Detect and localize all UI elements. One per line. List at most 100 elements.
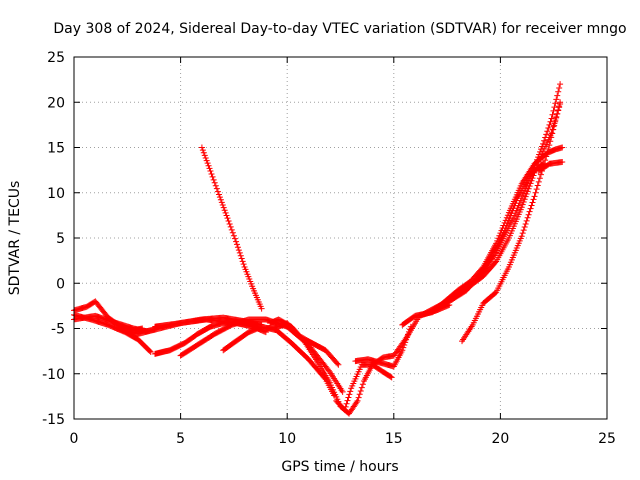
data-point (346, 391, 353, 398)
data-point (222, 209, 229, 216)
x-tick-label: 15 (385, 431, 403, 447)
data-point (355, 394, 362, 401)
data-point (343, 400, 350, 407)
axis-ticks: 0 5 10 15 20 25 -15 -10 -5 0 5 10 15 20 25 (42, 50, 616, 447)
data-point (528, 172, 535, 179)
data-point (211, 179, 218, 186)
data-point (545, 146, 552, 153)
data-point (221, 207, 228, 214)
data-point (407, 323, 414, 330)
data-point (559, 158, 566, 165)
data-point (213, 185, 220, 192)
data-point (347, 388, 354, 395)
data-point (204, 160, 211, 167)
data-point (201, 152, 208, 159)
data-point (550, 107, 557, 114)
data-point (538, 168, 545, 175)
data-point (548, 115, 555, 122)
data-point (556, 103, 563, 110)
data-point (546, 142, 553, 149)
data-point (325, 367, 332, 374)
data-point (559, 144, 566, 151)
data-point (555, 88, 562, 95)
data-point (357, 387, 364, 394)
data-point (548, 134, 555, 141)
y-tick-label: -5 (51, 322, 65, 338)
y-tick-label: 25 (47, 50, 65, 66)
data-point (521, 224, 528, 231)
data-point (212, 182, 219, 189)
data-point (229, 229, 236, 236)
y-tick-label: -10 (42, 367, 65, 383)
data-point (220, 204, 227, 211)
data-point (536, 175, 543, 182)
data-point (238, 255, 245, 262)
data-point (502, 217, 509, 224)
data-point (216, 194, 223, 201)
data-point (402, 339, 409, 346)
data-point (492, 259, 499, 266)
data-point (549, 130, 556, 137)
data-point (527, 175, 534, 182)
data-point (199, 147, 206, 154)
data-point (545, 125, 552, 132)
data-point (543, 131, 550, 138)
data-point (533, 186, 540, 193)
data-point (538, 146, 545, 153)
data-point (523, 217, 530, 224)
data-point (209, 173, 216, 180)
y-tick-label: 10 (47, 186, 65, 202)
data-point (399, 347, 406, 354)
data-point (223, 212, 230, 219)
data-point (499, 225, 506, 232)
data-point (555, 107, 562, 114)
y-axis-label: SDTVAR / TECUs (7, 181, 23, 296)
data-point (525, 211, 532, 218)
data-point (237, 252, 244, 259)
data-point (534, 156, 541, 163)
data-point (535, 178, 542, 185)
data-point (501, 219, 508, 226)
data-point (203, 157, 210, 164)
data-point (523, 191, 530, 198)
y-tick-label: 15 (47, 141, 65, 157)
series-track-c (71, 312, 159, 335)
data-point (520, 198, 527, 205)
data-point (557, 81, 564, 88)
data-point (537, 171, 544, 178)
data-point (529, 199, 536, 206)
data-point (227, 223, 234, 230)
x-tick-label: 20 (491, 431, 509, 447)
data-point (218, 199, 225, 206)
data-point (556, 84, 563, 91)
data-point (539, 143, 546, 150)
data-point (258, 305, 265, 312)
data-point (341, 406, 348, 413)
data-point (557, 99, 564, 106)
data-point (496, 232, 503, 239)
series-track-r (459, 99, 564, 345)
data-point (543, 153, 550, 160)
data-point (554, 92, 561, 99)
data-point (225, 218, 232, 225)
y-tick-label: -15 (42, 412, 65, 428)
data-point (147, 349, 154, 356)
data-point (544, 149, 551, 156)
data-point (359, 381, 366, 388)
data-point (544, 128, 551, 135)
data-point (405, 328, 412, 335)
data-point (214, 188, 221, 195)
series-track-l (352, 323, 414, 370)
data-point (400, 344, 407, 351)
data-point (226, 220, 233, 227)
data-point (519, 201, 526, 208)
data-point (546, 121, 553, 128)
data-point (358, 384, 365, 391)
data-point (522, 220, 529, 227)
x-tick-label: 0 (70, 431, 79, 447)
data-point (233, 238, 240, 245)
data-point (528, 202, 535, 209)
data-point (334, 360, 341, 367)
x-tick-label: 25 (598, 431, 616, 447)
grid (74, 57, 607, 419)
